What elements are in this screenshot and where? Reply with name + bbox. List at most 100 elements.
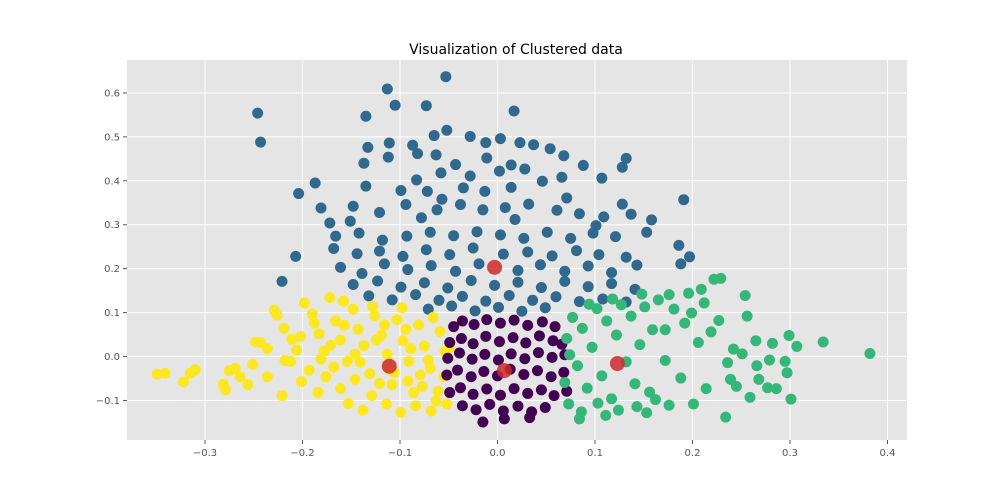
data-point	[514, 137, 526, 149]
cluster-centroids	[381, 259, 625, 379]
cluster-centroid	[496, 363, 512, 379]
data-point	[376, 234, 388, 246]
data-point	[508, 383, 520, 395]
data-point	[713, 315, 725, 327]
data-point	[573, 296, 585, 308]
data-point	[494, 389, 506, 401]
data-point	[550, 291, 562, 303]
data-point	[864, 347, 876, 359]
data-point	[592, 397, 604, 409]
data-point	[817, 336, 829, 348]
data-point	[493, 165, 505, 177]
data-point	[498, 413, 510, 425]
data-point	[219, 384, 231, 396]
data-point	[512, 400, 524, 412]
data-point	[545, 371, 557, 383]
data-point	[330, 230, 342, 242]
data-point	[561, 192, 573, 204]
data-point	[328, 242, 340, 254]
data-point	[456, 315, 468, 327]
data-point	[430, 149, 442, 161]
data-point	[306, 308, 318, 320]
data-point	[663, 289, 675, 301]
data-point	[430, 395, 442, 407]
data-point	[558, 366, 570, 378]
x-tick-label: −0.2	[290, 448, 314, 459]
data-point	[686, 307, 698, 319]
data-point	[276, 390, 288, 402]
data-point	[465, 275, 477, 287]
data-point	[324, 292, 336, 304]
data-point	[374, 377, 386, 389]
data-point	[546, 250, 558, 262]
data-point	[541, 226, 553, 238]
data-point	[408, 387, 420, 399]
data-point	[457, 182, 469, 194]
data-point	[395, 281, 407, 293]
data-point	[395, 406, 407, 418]
data-point	[442, 352, 454, 364]
data-point	[397, 250, 409, 262]
x-tick-label: 0.4	[880, 448, 896, 459]
data-point	[367, 300, 379, 312]
data-point	[492, 301, 504, 313]
data-point	[159, 367, 171, 379]
data-point	[470, 404, 482, 416]
data-point	[428, 130, 440, 142]
data-point	[252, 107, 264, 119]
data-point	[410, 400, 422, 412]
y-tick-label: 0.2	[104, 264, 120, 275]
data-point	[298, 297, 310, 309]
data-point	[456, 400, 468, 412]
data-point	[410, 289, 422, 301]
data-point	[539, 401, 551, 413]
data-point	[549, 321, 561, 333]
data-point	[512, 264, 524, 276]
data-point	[770, 383, 782, 395]
data-point	[492, 354, 504, 366]
data-point	[338, 319, 350, 331]
data-point	[779, 355, 791, 367]
data-point	[402, 375, 414, 387]
data-point	[494, 229, 506, 241]
data-point	[722, 357, 734, 369]
data-point	[675, 258, 687, 270]
data-point	[436, 193, 448, 205]
data-point	[636, 288, 648, 300]
data-point	[522, 246, 534, 258]
data-point	[471, 226, 483, 238]
data-point	[616, 198, 628, 210]
data-point	[335, 334, 347, 346]
data-point	[418, 340, 430, 352]
data-point	[344, 215, 356, 227]
data-point	[565, 232, 577, 244]
data-point	[315, 353, 327, 365]
data-point	[606, 393, 618, 405]
data-point	[386, 294, 398, 306]
data-point	[278, 322, 290, 334]
cluster-centroid	[381, 358, 397, 374]
data-point	[631, 401, 643, 413]
data-point	[353, 227, 365, 239]
data-point	[631, 259, 643, 271]
data-point	[629, 378, 641, 390]
data-point	[750, 335, 762, 347]
data-point	[418, 277, 430, 289]
y-tick-label: 0.1	[104, 308, 120, 319]
data-point	[505, 159, 517, 171]
data-point	[425, 260, 437, 272]
data-point	[433, 294, 445, 306]
data-point	[751, 360, 763, 372]
data-point	[403, 355, 415, 367]
y-tick-label: 0.3	[104, 220, 120, 231]
data-point	[494, 317, 506, 329]
y-tick-label: 0.0	[104, 352, 120, 363]
data-point	[489, 279, 501, 291]
data-point	[534, 259, 546, 271]
data-point	[559, 376, 571, 388]
data-point	[556, 171, 568, 183]
data-point	[528, 139, 540, 151]
data-point	[647, 324, 659, 336]
data-point	[395, 184, 407, 196]
data-point	[478, 365, 490, 377]
